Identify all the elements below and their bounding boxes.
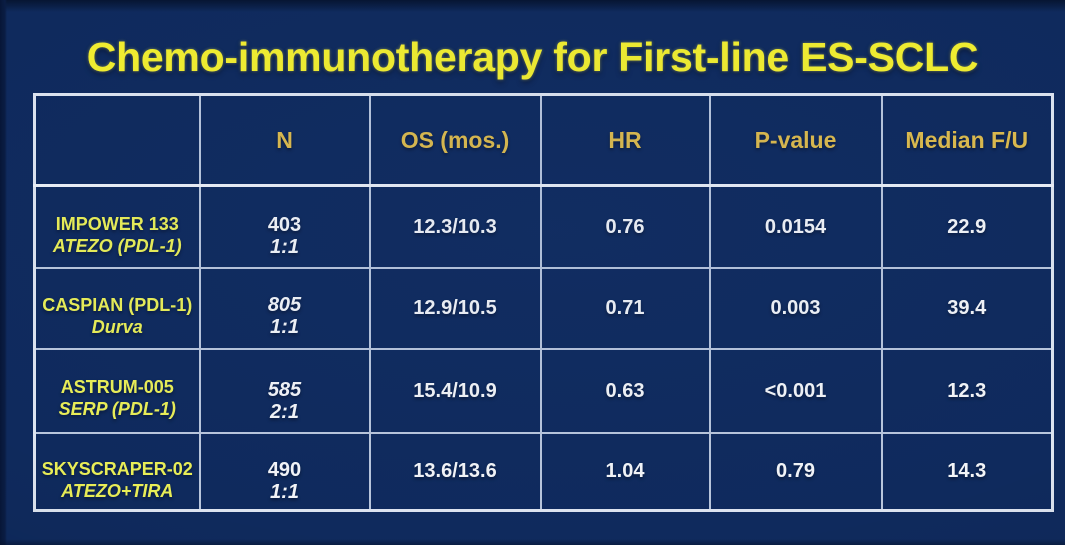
medianfu-cell: 12.3 — [880, 347, 1054, 434]
column-header-os: OS (mos.) — [368, 93, 542, 187]
randomization-ratio: 1:1 — [270, 315, 299, 338]
study-name: CASPIAN (PDL-1) — [42, 294, 193, 315]
n-value: 585 — [267, 379, 302, 401]
n-value: 403 — [267, 214, 302, 237]
study-name: ASTRUM-005 — [60, 376, 174, 397]
study-name: SKYSCRAPER-02 — [41, 459, 193, 480]
table-row-impower133: IMPOWER 133 ATEZO (PDL-1) 403 1:1 12.3/1… — [33, 184, 1054, 269]
column-header-pvalue: P-value — [708, 93, 883, 187]
study-name-cell: IMPOWER 133 ATEZO (PDL-1) — [33, 184, 201, 269]
column-header-study — [33, 93, 201, 187]
pvalue-cell: 0.79 — [708, 431, 883, 512]
study-drug: ATEZO (PDL-1) — [52, 235, 182, 256]
pvalue-cell: 0.003 — [708, 266, 883, 350]
randomization-ratio: 2:1 — [270, 401, 299, 423]
n-cell: 805 1:1 — [198, 266, 371, 350]
table-header-row: N OS (mos.) HR P-value Median F/U — [33, 93, 1054, 187]
study-name-cell: CASPIAN (PDL-1) Durva — [33, 266, 201, 350]
hr-cell: 1.04 — [539, 431, 711, 512]
bottom-edge-shading — [0, 539, 1065, 545]
table-row-astrum005: ASTRUM-005 SERP (PDL-1) 585 2:1 15.4/10.… — [33, 347, 1054, 434]
study-drug: ATEZO+TIRA — [61, 481, 174, 502]
n-cell: 403 1:1 — [198, 184, 371, 269]
randomization-ratio: 1:1 — [270, 481, 299, 504]
study-name-cell: SKYSCRAPER-02 ATEZO+TIRA — [33, 431, 201, 512]
results-table: N OS (mos.) HR P-value Median F/U IMPOWE… — [33, 93, 1054, 512]
pvalue-cell: <0.001 — [708, 347, 883, 434]
n-cell: 490 1:1 — [198, 431, 371, 512]
column-header-hr: HR — [539, 93, 711, 187]
n-value: 805 — [267, 293, 302, 316]
table-row-skyscraper02: SKYSCRAPER-02 ATEZO+TIRA 490 1:1 13.6/13… — [33, 431, 1054, 512]
hr-cell: 0.76 — [539, 184, 711, 269]
hr-cell: 0.63 — [539, 347, 711, 434]
left-edge-shading — [0, 0, 7, 545]
top-edge-shading — [0, 0, 1065, 12]
study-drug: SERP (PDL-1) — [58, 398, 176, 419]
randomization-ratio: 1:1 — [270, 236, 299, 259]
n-value: 490 — [267, 459, 302, 482]
os-cell: 15.4/10.9 — [368, 347, 542, 434]
pvalue-cell: 0.0154 — [708, 184, 883, 269]
study-name-cell: ASTRUM-005 SERP (PDL-1) — [33, 347, 201, 434]
medianfu-cell: 14.3 — [880, 431, 1054, 512]
n-cell: 585 2:1 — [198, 347, 371, 434]
table-row-caspian: CASPIAN (PDL-1) Durva 805 1:1 12.9/10.5 … — [33, 266, 1054, 350]
medianfu-cell: 39.4 — [880, 266, 1054, 350]
os-cell: 13.6/13.6 — [368, 431, 542, 512]
study-name: IMPOWER 133 — [55, 213, 179, 234]
study-drug: Durva — [91, 316, 143, 337]
hr-cell: 0.71 — [539, 266, 711, 350]
column-header-n: N — [198, 93, 371, 187]
column-header-medianfu: Median F/U — [880, 93, 1054, 187]
os-cell: 12.9/10.5 — [368, 266, 542, 350]
medianfu-cell: 22.9 — [880, 184, 1054, 269]
os-cell: 12.3/10.3 — [368, 184, 542, 269]
slide-title: Chemo-immunotherapy for First-line ES-SC… — [86, 34, 979, 80]
